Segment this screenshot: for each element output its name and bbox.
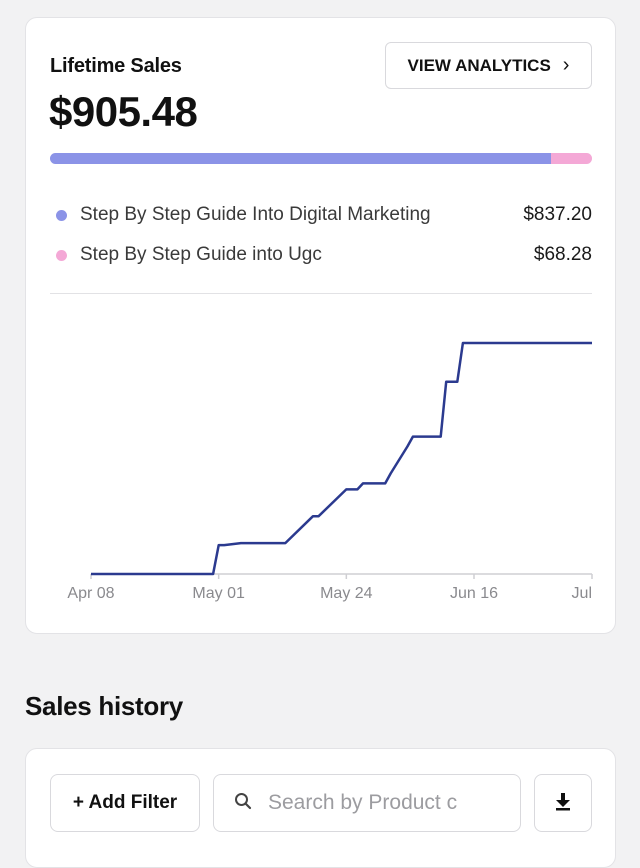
product-value: $837.20 bbox=[523, 204, 592, 225]
download-button[interactable] bbox=[534, 774, 592, 832]
sales-share-segment-2 bbox=[551, 153, 592, 164]
product-row-1: Step By Step Guide Into Digital Marketin… bbox=[56, 203, 592, 227]
x-tick-label: Apr 08 bbox=[67, 585, 114, 602]
sales-series-line bbox=[91, 341, 592, 576]
lifetime-sales-amount: $905.48 bbox=[49, 88, 198, 135]
x-tick-label: May 24 bbox=[320, 585, 373, 602]
lifetime-sales-card: Lifetime Sales $905.48 VIEW ANALYTICS › … bbox=[25, 17, 616, 634]
card-title: Lifetime Sales bbox=[50, 55, 182, 77]
chevron-right-icon: › bbox=[562, 54, 570, 76]
sales-share-bar bbox=[50, 153, 592, 164]
view-analytics-label: VIEW ANALYTICS bbox=[407, 55, 551, 75]
sales-history-title: Sales history bbox=[25, 691, 183, 721]
x-tick-label: Jul bbox=[572, 585, 592, 602]
search-icon bbox=[234, 792, 252, 815]
x-tick-label: Jun 16 bbox=[450, 585, 498, 602]
product-name: Step By Step Guide Into Digital Marketin… bbox=[80, 204, 431, 225]
search-box[interactable] bbox=[213, 774, 521, 832]
legend-dot bbox=[56, 209, 67, 221]
view-analytics-button[interactable]: VIEW ANALYTICS › bbox=[385, 42, 592, 89]
x-tick-label: May 01 bbox=[192, 585, 245, 602]
search-input[interactable] bbox=[268, 791, 508, 815]
legend-dot bbox=[56, 249, 67, 261]
product-value: $68.28 bbox=[533, 244, 592, 265]
add-filter-button[interactable]: + Add Filter bbox=[50, 774, 200, 832]
sales-line-chart: Apr 08 May 01 May 24 Jun 16 Jul bbox=[67, 341, 593, 602]
sales-share-segment-1 bbox=[50, 153, 552, 164]
divider bbox=[50, 293, 592, 294]
product-name: Step By Step Guide into Ugc bbox=[80, 244, 322, 265]
product-row-2: Step By Step Guide into Ugc $68.28 bbox=[56, 243, 592, 267]
sales-history-card: + Add Filter bbox=[25, 748, 616, 868]
download-icon bbox=[553, 791, 573, 816]
